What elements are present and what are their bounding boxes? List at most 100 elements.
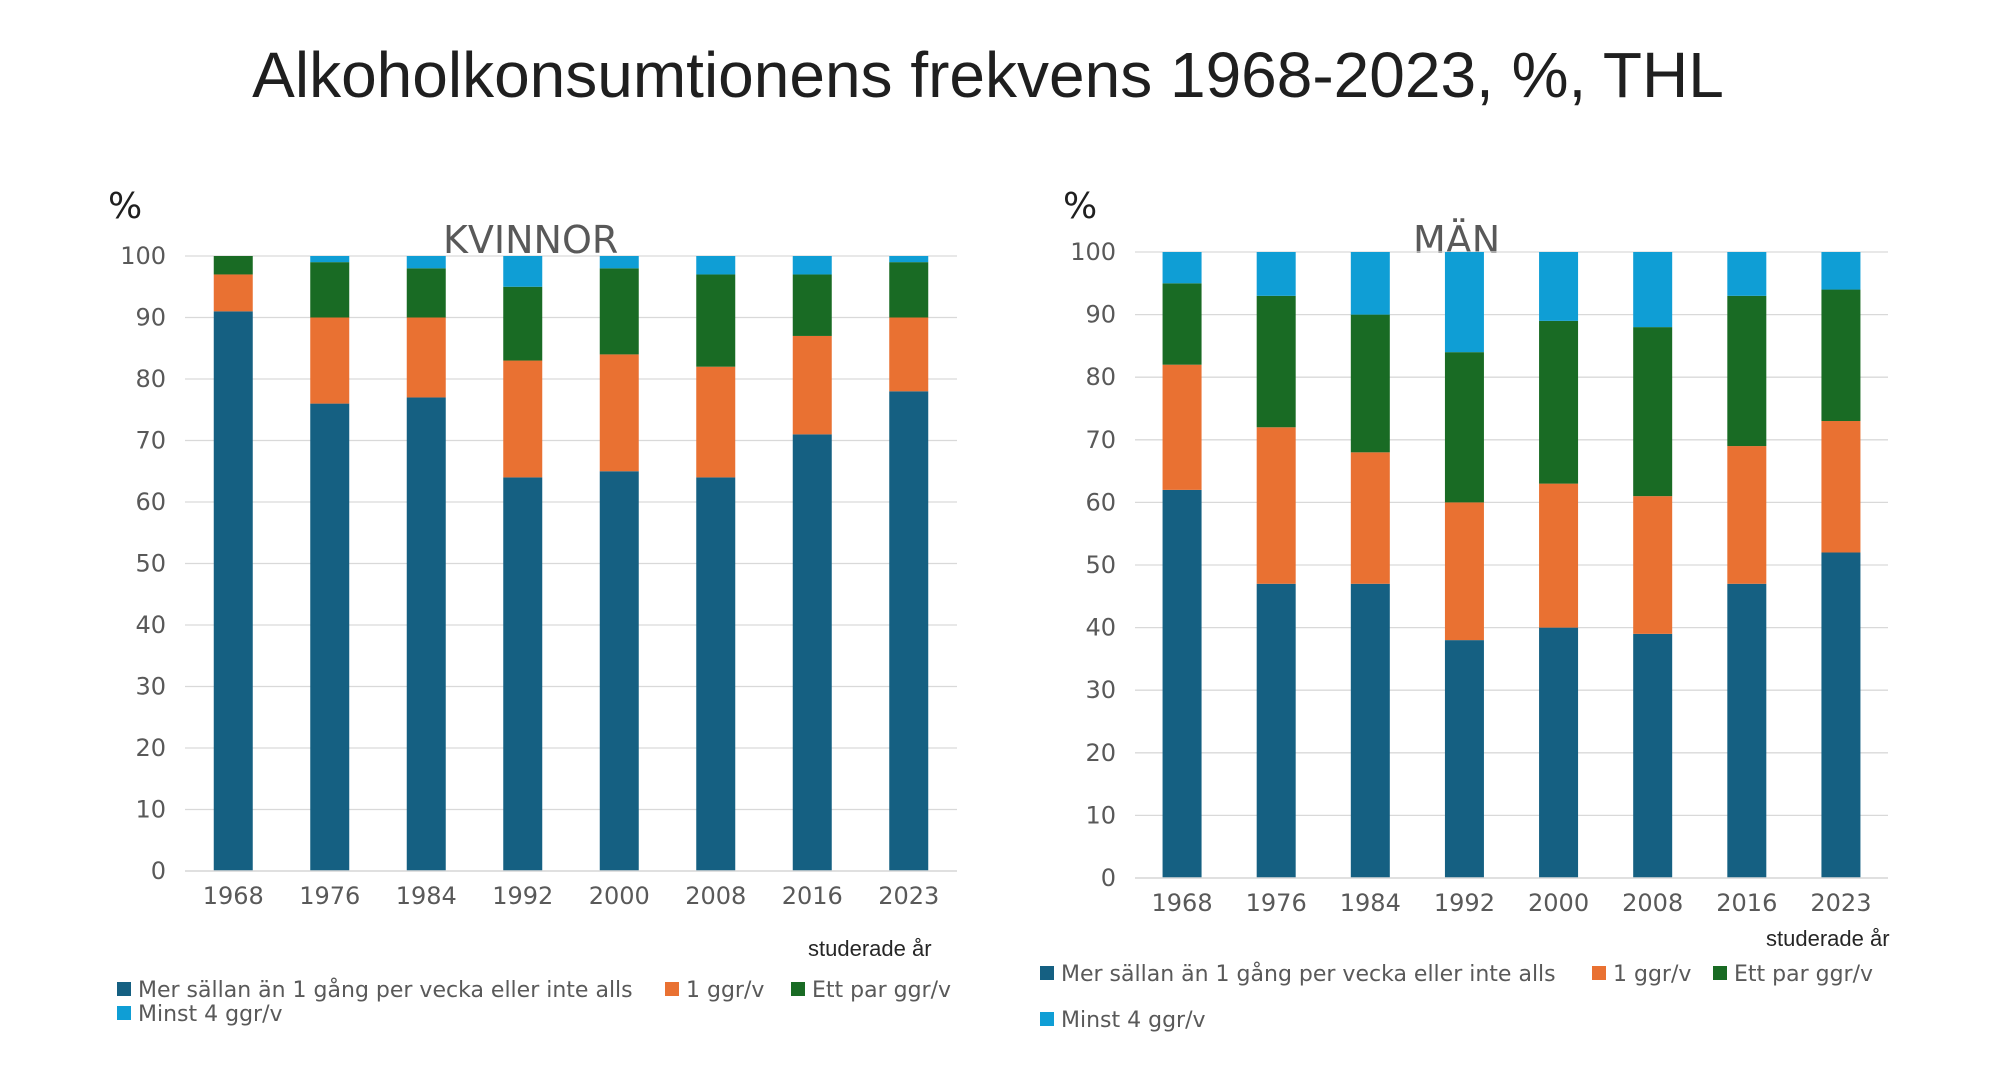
bar-segment: [1444, 252, 1484, 353]
bar-segment: [792, 335, 832, 435]
bar-segment: [889, 256, 929, 263]
chart-kvinnor-title: KVINNOR: [443, 218, 619, 262]
x-tick-label: 2023: [1810, 889, 1871, 917]
y-tick-label: 100: [120, 242, 166, 270]
y-tick-label: 20: [135, 734, 166, 762]
bar-segment: [1444, 352, 1484, 503]
chart-man-xlabel: studerade år: [1766, 926, 1890, 951]
bar-segment: [1633, 252, 1673, 328]
bar-segment: [1539, 320, 1579, 484]
bar-segment: [213, 256, 253, 275]
bar-segment: [310, 317, 350, 404]
y-tick-label: 10: [1085, 801, 1116, 829]
legend-swatch: [117, 1006, 131, 1020]
legend-swatch: [1713, 966, 1727, 980]
bar-segment: [1162, 252, 1202, 284]
y-tick-label: 40: [135, 611, 166, 639]
legend-swatch: [1040, 966, 1054, 980]
bar-segment: [406, 268, 446, 318]
legend-swatch: [791, 982, 805, 996]
bar-segment: [1821, 252, 1861, 290]
x-tick-label: 2000: [589, 882, 650, 910]
legend-label: 1 ggr/v: [1613, 962, 1692, 987]
chart-kvinnor-xlabel: studerade år: [808, 936, 932, 961]
legend-swatch: [117, 982, 131, 996]
x-tick-label: 2008: [685, 882, 746, 910]
y-tick-label: 70: [135, 427, 166, 455]
legend-item: Minst 4 ggr/v: [1040, 1008, 1206, 1033]
bar-segment: [406, 256, 446, 269]
legend-item: Mer sällan än 1 gång per vecka eller int…: [1040, 962, 1556, 987]
bar-segment: [213, 274, 253, 312]
legend-label: Minst 4 ggr/v: [138, 1002, 283, 1027]
bar-segment: [1350, 314, 1390, 453]
bar-segment: [696, 366, 736, 478]
bar-segment: [1350, 583, 1390, 878]
x-tick-label: 1976: [1246, 889, 1307, 917]
bar-segment: [1821, 552, 1861, 878]
y-tick-label: 0: [151, 857, 166, 885]
bar-segment: [1256, 252, 1296, 296]
y-tick-label: 60: [1085, 488, 1116, 516]
slide-title: Alkoholkonsumtionens frekvens 1968-2023,…: [252, 39, 1724, 111]
bar-segment: [1539, 483, 1579, 628]
legend-item: Ett par ggr/v: [1713, 962, 1873, 987]
bar-segment: [599, 471, 639, 871]
legend-item: 1 ggr/v: [1592, 962, 1691, 987]
bar-segment: [1727, 295, 1767, 447]
x-tick-label: 1984: [396, 882, 457, 910]
bar-segment: [406, 317, 446, 398]
bar-segment: [1444, 640, 1484, 878]
legend-swatch: [1040, 1012, 1054, 1026]
bar-segment: [1350, 452, 1390, 584]
y-tick-label: 0: [1101, 864, 1116, 892]
legend-label: Mer sällan än 1 gång per vecka eller int…: [1061, 962, 1556, 987]
bar-segment: [503, 256, 543, 287]
bar-segment: [1727, 446, 1767, 584]
y-tick-label: 10: [135, 796, 166, 824]
legend-label: Minst 4 ggr/v: [1061, 1008, 1206, 1033]
bar-segment: [1821, 289, 1861, 422]
legend-label: 1 ggr/v: [686, 978, 765, 1003]
bar-segment: [1256, 427, 1296, 584]
x-tick-label: 2008: [1622, 889, 1683, 917]
bar-segment: [1633, 633, 1673, 878]
bar-segment: [1350, 252, 1390, 315]
legend-swatch: [665, 982, 679, 996]
bar-segment: [310, 256, 350, 263]
y-tick-label: 20: [1085, 739, 1116, 767]
bar-segment: [1162, 364, 1202, 490]
x-tick-label: 1968: [203, 882, 264, 910]
bar-segment: [310, 403, 350, 871]
y-tick-label: 30: [135, 673, 166, 701]
y-tick-label: 50: [135, 550, 166, 578]
bar-segment: [310, 262, 350, 318]
legend-item: 1 ggr/v: [665, 978, 764, 1003]
legend-item: Mer sällan än 1 gång per vecka eller int…: [117, 978, 633, 1003]
y-tick-label: 80: [135, 365, 166, 393]
bar-segment: [696, 274, 736, 367]
y-tick-label: 50: [1085, 551, 1116, 579]
bar-segment: [503, 477, 543, 871]
bar-segment: [1256, 295, 1296, 428]
y-tick-label: 30: [1085, 676, 1116, 704]
bar-segment: [599, 256, 639, 269]
legend-label: Ett par ggr/v: [1734, 962, 1874, 987]
x-tick-label: 2023: [878, 882, 939, 910]
bar-segment: [889, 391, 929, 871]
x-tick-label: 1968: [1152, 889, 1213, 917]
bar-segment: [503, 286, 543, 361]
x-tick-label: 2016: [782, 882, 843, 910]
legend-swatch: [1592, 966, 1606, 980]
bar-segment: [1727, 583, 1767, 878]
chart-man-unit-label: %: [1063, 186, 1098, 227]
x-tick-label: 1976: [299, 882, 360, 910]
bar-segment: [1821, 421, 1861, 553]
bar-segment: [1162, 489, 1202, 878]
y-tick-label: 80: [1085, 363, 1116, 391]
y-tick-label: 60: [135, 488, 166, 516]
bar-segment: [213, 311, 253, 872]
legend-item: Ett par ggr/v: [791, 978, 951, 1003]
